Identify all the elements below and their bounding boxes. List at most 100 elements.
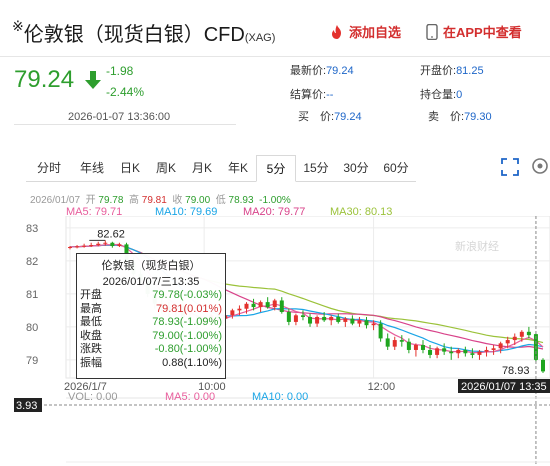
vol-ma10-legend: MA10: 0.00 bbox=[252, 391, 309, 403]
candle bbox=[456, 349, 461, 354]
tab-2[interactable]: 日K bbox=[119, 161, 140, 175]
tooltip-label: 涨跌 bbox=[80, 343, 102, 356]
candle bbox=[293, 315, 298, 322]
price-change: -1.98 bbox=[106, 64, 134, 78]
candle bbox=[364, 320, 369, 326]
ma10-legend: MA10: 79.69 bbox=[155, 206, 218, 218]
tooltip-row: 最低 78.93(-1.09%) bbox=[77, 316, 225, 330]
candle bbox=[512, 336, 517, 341]
tab-5[interactable]: 年K bbox=[227, 161, 248, 175]
watermark: 新浪财经 bbox=[455, 239, 499, 253]
tooltip-row: 涨跌 -0.80(-1.00%) bbox=[77, 343, 225, 357]
candle bbox=[420, 345, 425, 350]
open-interest-field: 持仓量:0 bbox=[420, 89, 463, 101]
price-change-pct: -2.44% bbox=[106, 85, 145, 99]
tab-8[interactable]: 30分 bbox=[343, 161, 369, 175]
candle bbox=[89, 245, 94, 247]
quote-timestamp: 2026-01-07 13:36:00 bbox=[68, 111, 171, 123]
tooltip-value: 79.81(0.01%) bbox=[155, 302, 222, 315]
candle bbox=[392, 340, 397, 347]
y-tick-label: 80 bbox=[26, 322, 38, 334]
tab-1[interactable]: 年线 bbox=[79, 161, 104, 175]
period-tabs: 分时 年线 日K 周K 月K 年K 5分 15分 30分 60分 bbox=[26, 155, 416, 182]
candle bbox=[526, 331, 531, 336]
candle bbox=[470, 353, 475, 355]
tooltip-row: 收盘 79.00(-1.00%) bbox=[77, 330, 225, 344]
fullscreen-icon[interactable] bbox=[500, 157, 520, 177]
candle bbox=[265, 302, 270, 308]
tab-0[interactable]: 分时 bbox=[36, 161, 61, 175]
candle bbox=[258, 302, 263, 308]
candle bbox=[96, 243, 101, 246]
settle-price-field: 结算价:-- bbox=[290, 89, 334, 101]
candle bbox=[442, 348, 447, 352]
tooltip-value: -0.80(-1.00%) bbox=[154, 343, 222, 356]
tooltip-value: 0.88(1.10%) bbox=[162, 356, 222, 369]
ask-price-field: 卖 价:79.30 bbox=[428, 111, 492, 123]
candle bbox=[541, 359, 545, 372]
bid-price-field: 买 价:79.24 bbox=[298, 111, 362, 123]
tab-9[interactable]: 60分 bbox=[383, 161, 409, 175]
header-divider bbox=[0, 56, 550, 57]
high-label: 82.62 bbox=[97, 228, 125, 240]
candle bbox=[343, 318, 348, 322]
add-watch-label: 添加自选 bbox=[349, 25, 402, 40]
candle bbox=[68, 247, 72, 249]
y-tick-label: 82 bbox=[26, 256, 38, 268]
cursor-time-label: 2026/01/07 13:35 bbox=[461, 381, 547, 393]
tooltip-row: 振幅 0.88(1.10%) bbox=[77, 357, 225, 371]
open-in-app-label: 在APP中查看 bbox=[443, 25, 522, 40]
kline-chart[interactable]: 83 82 81 80 79 2026/1/7 10:00 12:00 新浪财经 82.62 78.… bbox=[0, 216, 550, 466]
tooltip-label: 收盘 bbox=[80, 329, 102, 342]
y-tick-label: 81 bbox=[26, 289, 38, 301]
candle bbox=[308, 316, 313, 324]
candle bbox=[300, 315, 305, 317]
candle bbox=[251, 303, 256, 308]
candle-tooltip: 伦敦银（现货白银） 2026/01/07/三13:35 开盘 79.78(-0.0… bbox=[76, 253, 226, 379]
tooltip-value: 79.78(-0.03%) bbox=[152, 289, 222, 301]
candle bbox=[385, 338, 390, 347]
candle bbox=[357, 320, 362, 324]
quote-divider bbox=[14, 124, 236, 125]
candle bbox=[449, 351, 454, 354]
flame-icon bbox=[332, 24, 341, 39]
tooltip-value: 79.00(-1.00%) bbox=[152, 329, 222, 342]
quote-mark-icon: ※ bbox=[12, 18, 24, 34]
tab-6[interactable]: 5分 bbox=[256, 155, 296, 182]
tab-7[interactable]: 15分 bbox=[303, 161, 329, 175]
candle bbox=[279, 300, 284, 313]
settings-icon[interactable] bbox=[530, 156, 550, 176]
low-label: 78.93 bbox=[502, 365, 530, 377]
candle bbox=[336, 316, 341, 322]
cursor-value-box bbox=[14, 398, 42, 412]
open-in-app-button[interactable]: 在APP中查看 bbox=[425, 22, 522, 41]
plot-frame bbox=[65, 216, 550, 379]
ma20-legend: MA20: 79.77 bbox=[243, 206, 306, 218]
candle bbox=[484, 349, 489, 352]
candle bbox=[75, 246, 80, 248]
current-price: 79.24 bbox=[14, 66, 75, 93]
y-tick-label: 79 bbox=[26, 355, 38, 367]
tooltip-label: 开盘 bbox=[80, 289, 102, 301]
candle bbox=[413, 345, 418, 350]
candle bbox=[350, 318, 355, 324]
x-tick-label: 10:00 bbox=[198, 381, 226, 393]
ma5-legend: MA5: 79.71 bbox=[66, 206, 123, 218]
candle bbox=[498, 343, 503, 349]
tooltip-value: 78.93(-1.09%) bbox=[152, 316, 222, 329]
candle bbox=[399, 340, 404, 342]
tab-3[interactable]: 周K bbox=[155, 161, 176, 175]
tab-4[interactable]: 月K bbox=[191, 161, 212, 175]
vol-legend: VOL: 0.00 bbox=[68, 391, 118, 403]
ohlc-summary: 2026/01/07 开 79.78 高 79.81 收 79.00 低 78.… bbox=[30, 195, 291, 206]
candle bbox=[428, 349, 433, 355]
candle bbox=[406, 341, 411, 350]
add-watch-button[interactable]: 添加自选 bbox=[329, 22, 401, 41]
candle bbox=[315, 316, 320, 324]
candle bbox=[230, 310, 235, 316]
candle bbox=[82, 245, 87, 247]
cursor-value-label: 3.93 bbox=[16, 400, 37, 412]
tooltip-label: 最低 bbox=[80, 316, 102, 329]
cursor-time-box bbox=[458, 379, 550, 393]
candle bbox=[477, 351, 482, 355]
